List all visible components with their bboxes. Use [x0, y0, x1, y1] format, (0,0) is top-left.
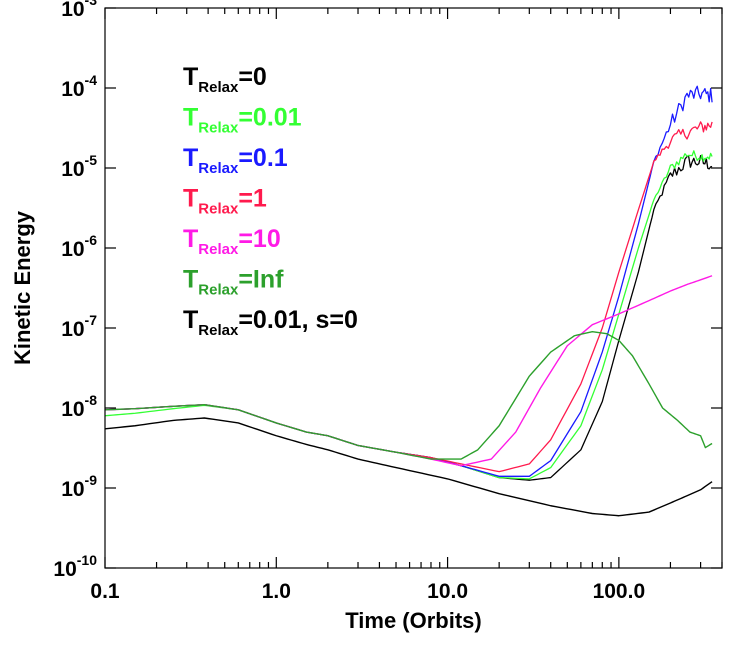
x-tick-label: 1.0: [262, 580, 291, 603]
x-tick-label: 10.0: [427, 580, 468, 603]
legend-value: =0.01, s=0: [238, 306, 358, 334]
legend-value: =0.1: [238, 144, 287, 172]
y-tick-exponent: -8: [85, 392, 98, 408]
legend-entry-6: TRelax=0.01, s=0: [183, 306, 358, 339]
y-tick-label: 10-6: [61, 232, 97, 261]
y-tick-exponent: -4: [85, 72, 98, 88]
legend-value: =1: [238, 185, 267, 213]
series-line-6: [104, 417, 713, 517]
y-tick-base: 10: [61, 238, 84, 261]
x-tick-label: 0.1: [90, 580, 120, 603]
y-tick-label: 10-3: [61, 0, 97, 21]
y-tick-label: 10-9: [61, 472, 97, 501]
y-tick-exponent: -3: [85, 0, 98, 8]
y-tick-base: 10: [61, 158, 84, 181]
y-tick-base: 10: [61, 318, 84, 341]
y-tick-label: 10-5: [61, 152, 97, 181]
y-tick-label: 10-10: [53, 552, 97, 581]
legend-entry-4: TRelax=10: [183, 225, 281, 258]
series-line-5: [104, 330, 713, 460]
y-axis-label: Kinetic Energy: [10, 210, 35, 365]
legend-subscript: Relax: [198, 282, 239, 299]
y-tick-label: 10-4: [61, 72, 97, 101]
legend-subscript: Relax: [198, 322, 239, 339]
plot-frame: [104, 7, 723, 569]
legend-symbol: T: [183, 185, 198, 213]
legend-entry-1: TRelax=0.01: [183, 104, 302, 137]
y-tick-exponent: -9: [85, 472, 98, 488]
legend-symbol: T: [183, 144, 198, 172]
x-axis-label: Time (Orbits): [345, 608, 482, 633]
y-tick-label: 10-8: [61, 392, 97, 421]
y-tick-base: 10: [61, 478, 84, 501]
legend-symbol: T: [183, 266, 198, 294]
series-line-4: [104, 275, 713, 467]
legend-value: =10: [238, 225, 280, 253]
legend-subscript: Relax: [198, 120, 239, 137]
x-tick-label: 100.0: [593, 580, 646, 603]
legend-entry-3: TRelax=1: [183, 185, 267, 218]
y-tick-exponent: -10: [77, 552, 97, 568]
legend-symbol: T: [183, 306, 198, 334]
legend-symbol: T: [183, 63, 198, 91]
legend-value: =0: [238, 63, 267, 91]
legend-symbol: T: [183, 104, 198, 132]
legend-subscript: Relax: [198, 241, 239, 258]
x-tick-labels: 0.1 1.0 10.0 100.0: [90, 580, 645, 603]
y-tick-label: 10-7: [61, 312, 97, 341]
y-tick-base: 10: [61, 398, 84, 421]
legend-subscript: Relax: [198, 160, 239, 177]
y-tick-exponent: -6: [85, 232, 98, 248]
legend-symbol: T: [183, 225, 198, 253]
legend-subscript: Relax: [198, 201, 239, 218]
legend-entry-5: TRelax=Inf: [183, 266, 284, 299]
y-tick-base: 10: [61, 78, 84, 101]
y-tick-base: 10: [61, 0, 84, 21]
legend-subscript: Relax: [198, 79, 239, 96]
series-layer: [104, 85, 713, 517]
legend-value: =Inf: [238, 266, 284, 294]
ticks-layer: [104, 7, 723, 569]
legend: TRelax=0TRelax=0.01TRelax=0.1TRelax=1TRe…: [183, 63, 358, 339]
legend-entry-2: TRelax=0.1: [183, 144, 288, 177]
legend-entry-0: TRelax=0: [183, 63, 267, 96]
y-tick-base: 10: [53, 558, 76, 581]
y-tick-exponent: -7: [85, 312, 98, 328]
y-tick-exponent: -5: [85, 152, 98, 168]
legend-value: =0.01: [238, 104, 301, 132]
